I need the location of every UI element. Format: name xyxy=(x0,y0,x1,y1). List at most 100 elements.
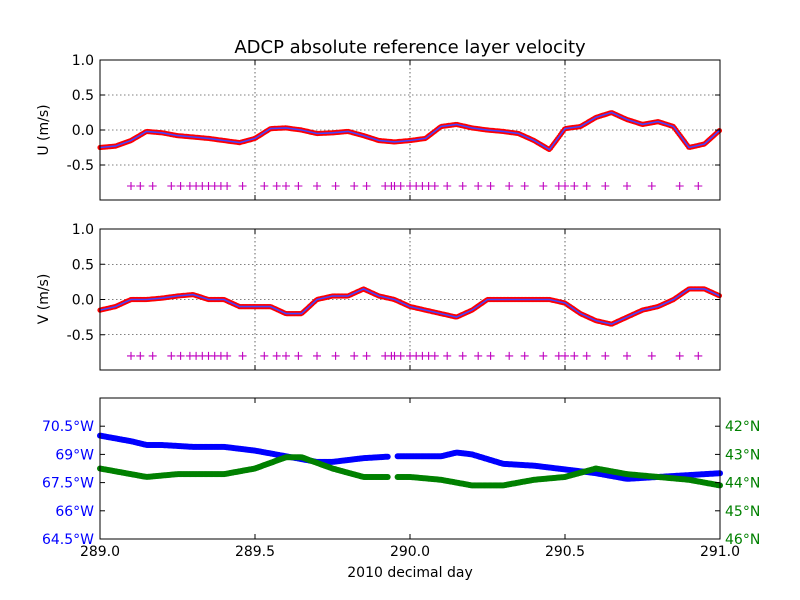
flag-marker xyxy=(430,182,439,190)
y-tick-label: 1.0 xyxy=(72,222,94,238)
flag-marker xyxy=(396,351,405,360)
flag-marker xyxy=(238,182,247,190)
flag-marker xyxy=(313,351,321,360)
flag-marker xyxy=(539,182,548,190)
v-ylabel: V (m/s) xyxy=(36,274,52,325)
v-panel: 1.0 0.5 0.0 -0.5 V (m/s) xyxy=(36,222,723,371)
longitude-tick-label: 66°W xyxy=(55,504,94,520)
longitude-tick-label: 67.5°W xyxy=(42,476,94,492)
flag-marker xyxy=(474,351,483,360)
latitude-tick-label: 44°N xyxy=(725,476,760,492)
position-panel-frame xyxy=(99,397,721,540)
flag-marker xyxy=(260,351,269,360)
flag-marker xyxy=(561,351,569,360)
flag-marker xyxy=(570,351,579,360)
flag-marker xyxy=(396,182,405,190)
flag-marker xyxy=(148,182,157,190)
flag-marker xyxy=(486,182,495,190)
latitude-tick-label: 46°N xyxy=(725,532,760,548)
longitude-tick-label: 70.5°W xyxy=(42,419,94,435)
flag-marker xyxy=(167,351,176,360)
flag-marker xyxy=(601,182,610,190)
flag-marker xyxy=(223,182,232,190)
flag-marker xyxy=(294,351,303,360)
latitude-tick-label: 43°N xyxy=(725,447,760,463)
flag-marker xyxy=(313,182,321,190)
flag-marker xyxy=(127,182,135,190)
position-panel: 64.5°W 66°W 67.5°W 69°W 70.5°W 46°N 45°N 44°N 43… xyxy=(42,397,760,581)
flag-marker xyxy=(350,351,359,360)
x-tick-label: 289.0 xyxy=(80,544,120,560)
y-tick-label: 0.0 xyxy=(72,293,94,309)
flag-marker xyxy=(362,351,371,360)
flag-marker xyxy=(505,351,514,360)
smoothed-line xyxy=(99,111,721,151)
flag-marker xyxy=(694,351,703,360)
flag-marker xyxy=(520,182,529,190)
smoothed-line xyxy=(99,288,721,326)
flag-marker xyxy=(443,182,452,190)
flag-marker xyxy=(694,182,703,190)
y-tick-label: 0.5 xyxy=(72,88,94,104)
flag-marker xyxy=(539,351,548,360)
y-tick-label: -0.5 xyxy=(67,158,94,174)
longitude-tick-label: 64.5°W xyxy=(42,532,94,548)
flag-marker xyxy=(458,182,467,190)
flag-marker xyxy=(675,182,684,190)
flag-marker xyxy=(623,182,631,190)
latitude-tick-label: 45°N xyxy=(725,504,760,520)
longitude-point xyxy=(384,453,391,460)
u-panel: 1.0 0.5 0.0 -0.5 U (m/s) xyxy=(36,53,723,201)
x-tick-label: 290.0 xyxy=(390,544,430,560)
x-tick-label: 289.5 xyxy=(235,544,275,560)
chart-title: ADCP absolute reference layer velocity xyxy=(234,37,586,58)
flag-marker xyxy=(623,351,631,360)
y-tick-label: 1.0 xyxy=(72,53,94,69)
flag-marker xyxy=(223,351,232,360)
x-axis-label: 2010 decimal day xyxy=(347,565,472,581)
flag-marker xyxy=(647,182,656,190)
longitude-tick-label: 69°W xyxy=(55,447,94,463)
flag-marker xyxy=(520,351,529,360)
flag-marker xyxy=(474,182,483,190)
flag-marker xyxy=(282,182,290,190)
flag-marker xyxy=(647,351,656,360)
flag-marker xyxy=(176,182,185,190)
flag-marker xyxy=(148,351,157,360)
flag-marker xyxy=(582,182,591,190)
flag-marker xyxy=(331,182,340,190)
latitude-point xyxy=(384,474,391,480)
flag-marker xyxy=(294,182,303,190)
flag-marker xyxy=(260,182,269,190)
flag-marker xyxy=(136,182,145,190)
flag-marker xyxy=(238,351,247,360)
flag-marker xyxy=(272,351,281,360)
flag-marker xyxy=(282,351,290,360)
flag-marker xyxy=(561,182,569,190)
flag-marker xyxy=(362,182,371,190)
flag-marker xyxy=(582,351,591,360)
flag-marker xyxy=(570,182,579,190)
flag-marker xyxy=(136,351,145,360)
x-tick-label: 291.0 xyxy=(700,544,740,560)
flag-marker xyxy=(675,351,684,360)
flag-marker xyxy=(443,351,452,360)
flag-marker xyxy=(486,351,495,360)
flag-marker xyxy=(127,351,135,360)
flag-marker xyxy=(331,351,340,360)
y-tick-label: 0.5 xyxy=(72,257,94,273)
flag-marker xyxy=(167,182,176,190)
flag-marker xyxy=(430,351,439,360)
flag-marker xyxy=(176,351,185,360)
y-tick-label: 0.0 xyxy=(72,123,94,139)
flag-marker xyxy=(272,182,281,190)
x-tick-label: 290.5 xyxy=(545,544,585,560)
flag-marker xyxy=(350,182,359,190)
y-tick-label: -0.5 xyxy=(67,328,94,344)
u-ylabel: U (m/s) xyxy=(36,104,52,155)
flag-marker xyxy=(458,351,467,360)
flag-marker xyxy=(601,351,610,360)
latitude-tick-label: 42°N xyxy=(725,419,760,435)
flag-marker xyxy=(505,182,514,190)
